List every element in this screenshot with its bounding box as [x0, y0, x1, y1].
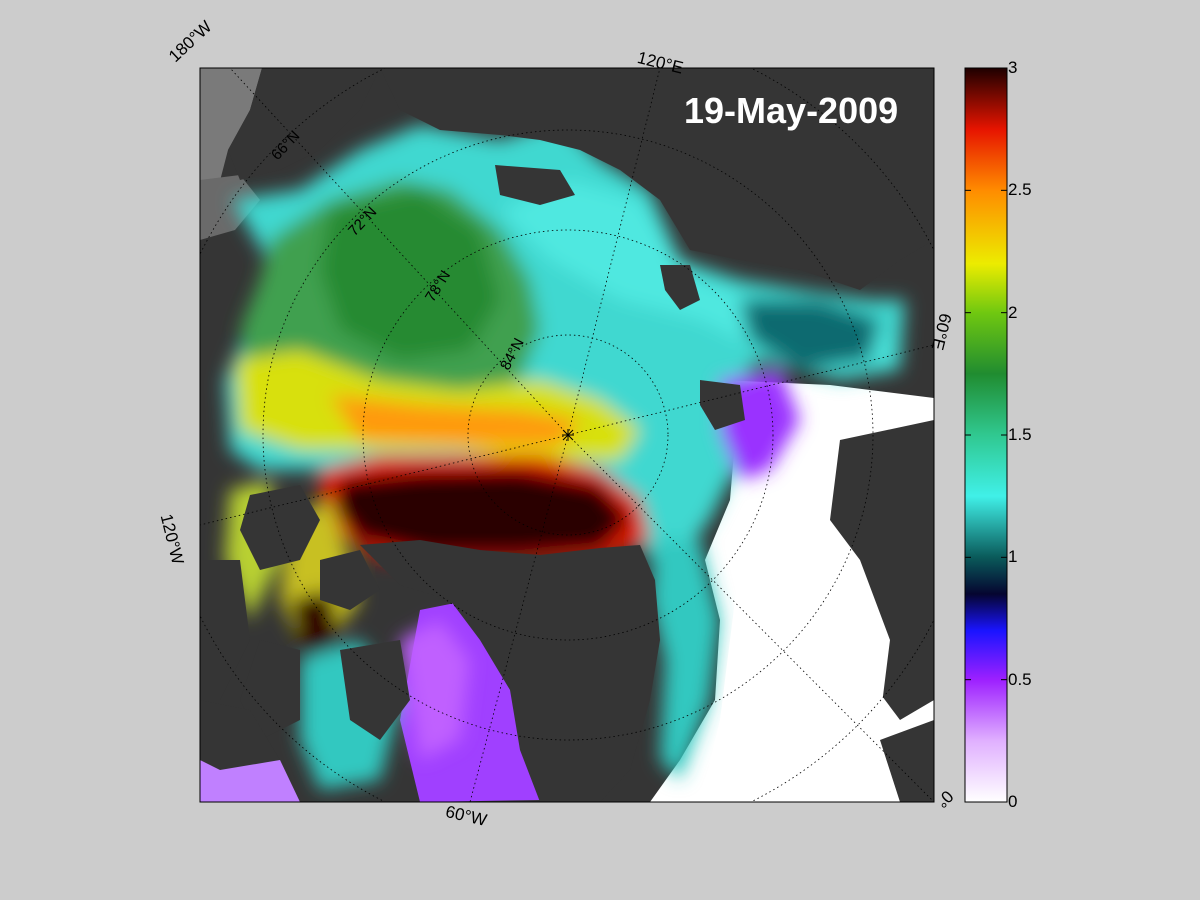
graticule	[200, 68, 934, 802]
colorbar-tick-label: 0.5	[1008, 669, 1032, 689]
caa-island-5	[200, 700, 280, 770]
caa-island-2	[320, 550, 380, 610]
caa-island-3	[200, 560, 250, 700]
date-label: 19-May-2009	[684, 90, 899, 131]
caa-island-1	[240, 485, 320, 570]
colorbar-tick-label: 1.5	[1008, 425, 1032, 444]
svalbard-land	[700, 380, 745, 430]
colorbar-tick-label: 1	[1008, 547, 1018, 567]
new-siberian-islands	[495, 165, 575, 205]
severnaya-zemlya-land	[660, 265, 700, 310]
colorbar-tick-label: 0	[1008, 792, 1018, 811]
map-frame	[199, 67, 935, 803]
europe-land	[880, 720, 934, 802]
colorbar	[964, 67, 1008, 803]
baffin-island	[340, 640, 410, 740]
colorbar-tick-label: 2	[1008, 302, 1018, 322]
open-water-greenland-sea	[700, 520, 890, 802]
pole-star-icon	[562, 429, 574, 441]
ice-thickness-field	[225, 120, 905, 790]
siberia-land	[380, 68, 934, 290]
greenland-land	[360, 540, 660, 802]
colorbar-tick-label: 2.5	[1008, 180, 1032, 200]
caa-island-4	[240, 640, 300, 740]
scandinavia-land	[830, 420, 934, 720]
landmasses	[200, 68, 934, 802]
colorbar-tick-label: 3	[1008, 58, 1018, 77]
alaska-land	[228, 68, 380, 180]
colorbar-tickmarks	[965, 67, 1007, 803]
colorbar-gradient	[965, 68, 1007, 802]
map-area	[200, 68, 934, 802]
outside-grid-region-2	[200, 175, 260, 240]
